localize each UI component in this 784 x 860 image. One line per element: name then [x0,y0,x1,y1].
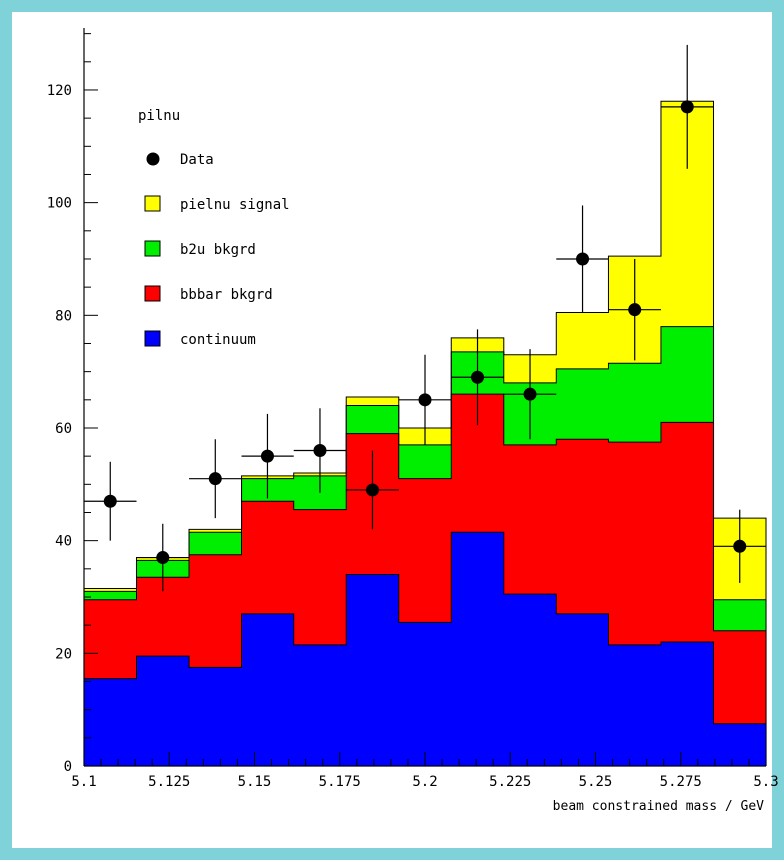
x-tick-label: 5.275 [660,774,702,790]
bar-continuum [713,723,767,766]
bar-continuum [503,594,557,766]
data-point [156,551,170,565]
bar-b2u-bkgrd [556,368,610,440]
x-tick-label: 5.125 [148,774,190,790]
bar-b2u-bkgrd [608,363,662,443]
bar-bbbar-bkgrd [398,478,452,623]
data-point [523,387,537,401]
bar-b2u-bkgrd [398,444,452,479]
outline-b2u-bkgrd [84,326,767,766]
outline-bbbar-bkgrd [84,393,767,766]
legend-marker-data [146,152,160,166]
data-point [103,494,117,508]
legend-label: pielnu signal [180,197,290,213]
bar-continuum [84,678,138,766]
histogram-outline [84,100,767,766]
x-tick-label: 5.2 [412,774,437,790]
legend-label: Data [180,152,214,168]
data-points [84,44,766,592]
bar-bbbar-bkgrd [84,599,138,679]
bar-b2u-bkgrd [346,405,400,434]
legend-swatch [144,330,161,347]
y-tick-label: 80 [55,308,72,324]
bar-continuum [136,656,190,766]
legend-swatch [144,285,161,302]
y-tick-label: 100 [47,196,72,212]
legend-label: continuum [180,332,256,348]
legend-label: bbbar bkgrd [180,287,273,303]
bar-b2u-bkgrd [84,591,138,600]
bar-bbbar-bkgrd [660,422,715,643]
bar-continuum [293,644,347,766]
y-tick-label: 120 [47,83,72,99]
bar-pielnu-signal [556,312,610,369]
y-tick-label: 0 [64,759,72,775]
legend-title: pilnu [138,108,180,124]
x-tick-label: 5.3 [753,774,778,790]
y-tick-label: 20 [55,646,72,662]
bar-pielnu-signal [189,529,243,533]
y-tick-label: 40 [55,534,72,550]
data-point [471,370,485,384]
bar-continuum [346,574,400,766]
data-point [208,472,222,486]
bar-continuum [189,667,243,766]
legend-label: b2u bkgrd [180,242,256,258]
bar-b2u-bkgrd [713,599,767,631]
bar-bbbar-bkgrd [189,554,243,668]
x-tick-label: 5.175 [319,774,361,790]
bar-pielnu-signal [84,588,138,592]
data-point [576,252,590,266]
bar-bbbar-bkgrd [293,509,347,645]
histogram-bars [84,101,767,766]
data-point [418,393,432,407]
bar-continuum [608,644,662,766]
data-point [628,303,642,317]
bar-pielnu-signal [346,397,400,406]
outline-pielnu-signal [84,100,767,766]
x-tick-label: 5.225 [489,774,531,790]
bar-bbbar-bkgrd [241,501,295,614]
data-point [733,539,747,553]
bar-continuum [556,613,610,766]
bar-continuum [398,622,452,766]
bar-b2u-bkgrd [660,326,715,423]
outline-continuum [84,531,767,766]
legend-swatch [144,195,161,212]
bar-b2u-bkgrd [189,532,243,555]
data-point [680,100,694,114]
data-point [260,449,274,463]
legend: pilnu Data pielnu signal b2u bkgrd bbbar bk… [138,108,290,348]
bar-continuum [660,642,715,766]
bar-continuum [241,613,295,766]
x-tick-label: 5.15 [238,774,272,790]
bar-bbbar-bkgrd [713,630,767,724]
x-tick-label: 5.25 [579,774,613,790]
bar-bbbar-bkgrd [556,439,610,614]
data-point [365,483,379,497]
bar-bbbar-bkgrd [608,442,662,645]
x-tick-label: 5.1 [71,774,96,790]
bar-bbbar-bkgrd [503,444,557,595]
x-axis-label: beam constrained mass / GeV [553,799,764,814]
legend-swatch [144,240,161,257]
bar-continuum [451,532,505,766]
data-point [313,444,327,458]
y-tick-label: 60 [55,421,72,437]
axes: 5.1 5.125 5.15 5.175 5.2 5.225 5.25 5.275 5.3 0 20… [47,28,779,790]
